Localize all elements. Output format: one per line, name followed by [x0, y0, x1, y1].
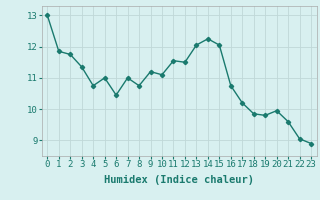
X-axis label: Humidex (Indice chaleur): Humidex (Indice chaleur)	[104, 175, 254, 185]
